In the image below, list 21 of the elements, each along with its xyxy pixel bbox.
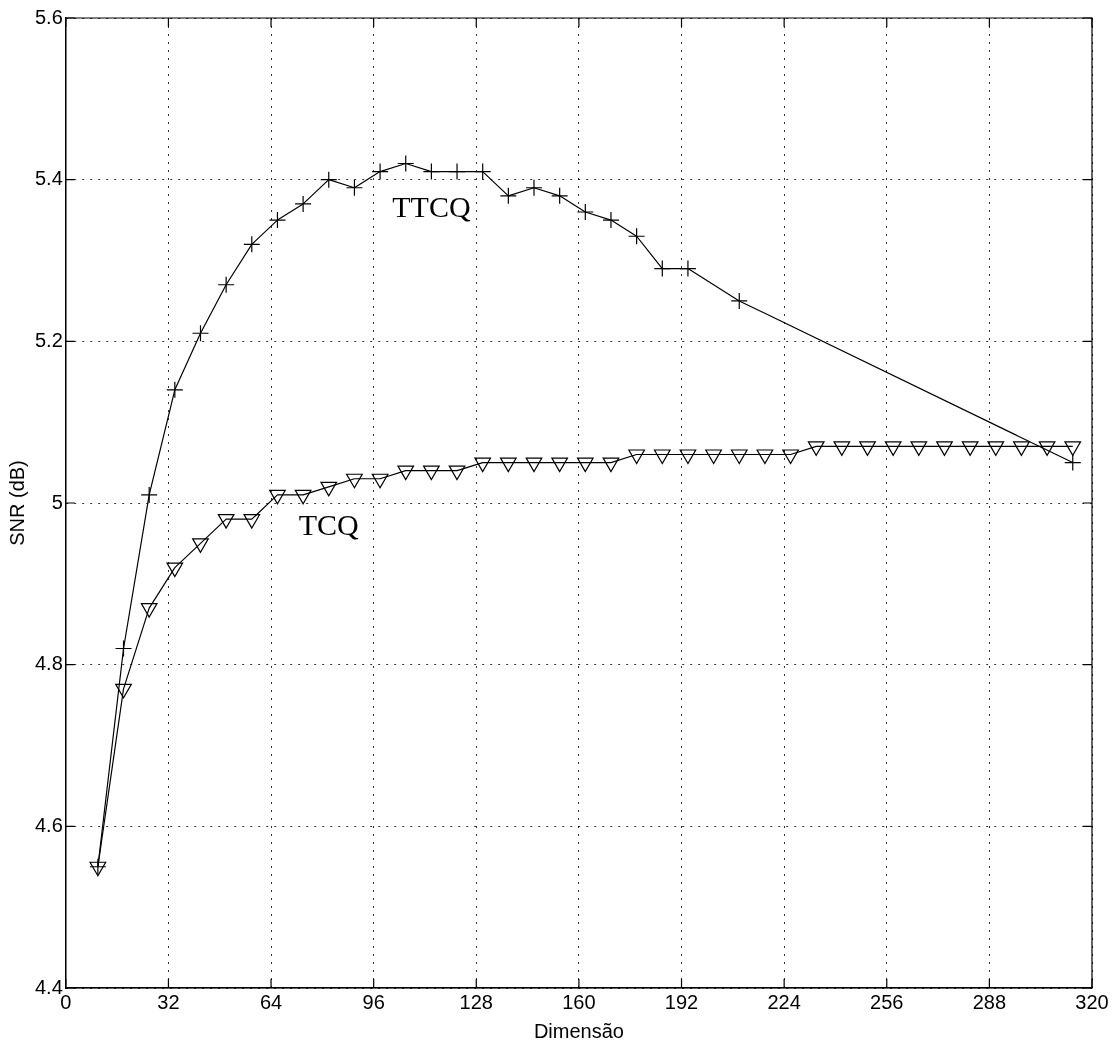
x-tick-label: 256 <box>870 990 904 1013</box>
x-tick-label: 64 <box>259 990 283 1013</box>
x-tick-label: 224 <box>767 990 801 1013</box>
y-tick-label: 4.8 <box>34 652 63 675</box>
y-tick-label: 5.6 <box>34 5 63 28</box>
x-tick-label: 160 <box>562 990 596 1013</box>
x-tick-label: 320 <box>1075 990 1109 1013</box>
x-tick-label: 192 <box>664 990 699 1013</box>
y-tick-label: 5.2 <box>34 328 63 351</box>
x-axis-title: Dimensão <box>533 1019 624 1042</box>
y-axis-title: SNR (dB) <box>5 460 28 546</box>
x-tick-label: 96 <box>362 990 385 1013</box>
x-tick-label: 128 <box>459 990 493 1013</box>
series-label: TTCQ <box>392 190 471 224</box>
y-tick-label: 5 <box>51 490 63 513</box>
x-tick-label: 32 <box>157 990 180 1013</box>
y-tick-label: 4.4 <box>34 975 63 998</box>
y-tick-label: 5.4 <box>34 167 63 190</box>
series-label: TCQ <box>298 507 360 541</box>
x-tick-label: 288 <box>972 990 1007 1013</box>
y-tick-label: 4.6 <box>34 813 63 836</box>
